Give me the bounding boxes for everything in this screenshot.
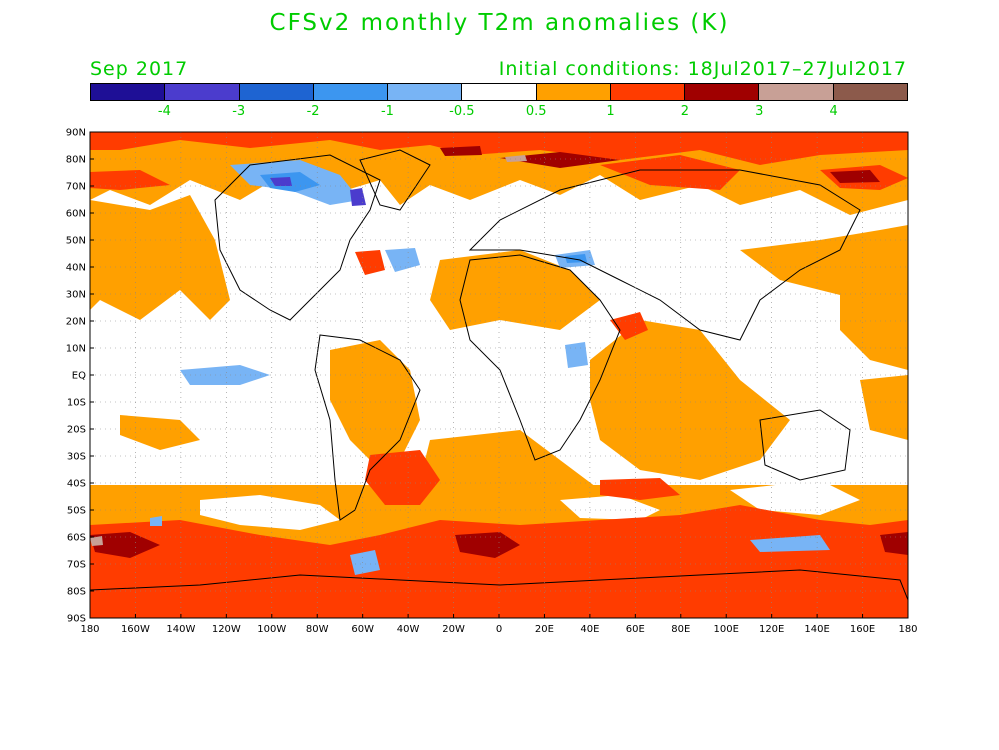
latitude-label: EQ — [72, 371, 86, 382]
latitude-label: 80N — [66, 155, 86, 166]
latitude-label: 90N — [66, 128, 86, 139]
latitude-label: 10N — [66, 344, 86, 355]
colorbar-segment — [91, 84, 166, 100]
colorbar-segment — [685, 84, 760, 100]
colorbar — [90, 83, 908, 101]
colorbar-segment — [462, 84, 537, 100]
colorbar-label: 0.5 — [525, 104, 547, 119]
initial-conditions: Initial conditions: 18Jul2017–27Jul2017 — [498, 58, 907, 80]
latitude-label: 90S — [67, 614, 86, 625]
colorbar-segment — [239, 84, 314, 100]
latitude-label: 40N — [66, 263, 86, 274]
latitude-label: 20S — [67, 425, 86, 436]
latitude-label: 40S — [67, 479, 86, 490]
longitude-label: 80W — [306, 624, 329, 635]
colorbar-label: -4 — [157, 104, 171, 119]
map-title: CFSv2 monthly T2m anomalies (K) — [269, 10, 730, 36]
anomaly-fill-1-2 — [90, 132, 908, 618]
colorbar-label: -2 — [306, 104, 320, 119]
colorbar-segment — [759, 84, 834, 100]
colorbar-label: 1 — [606, 104, 615, 119]
anomaly-fill-3-4 — [90, 155, 527, 546]
longitude-label: 40W — [397, 624, 420, 635]
longitude-label: 100E — [714, 624, 739, 635]
longitude-label: 100W — [257, 624, 286, 635]
latitude-label: 20N — [66, 317, 86, 328]
colorbar-label: 3 — [755, 104, 764, 119]
latitude-label: 70S — [67, 560, 86, 571]
longitude-label: 60E — [626, 624, 645, 635]
forecast-period: Sep 2017 — [90, 58, 189, 80]
longitude-label: 80E — [671, 624, 690, 635]
latitude-label: 70N — [66, 182, 86, 193]
longitude-label: 140W — [166, 624, 195, 635]
colorbar-segment — [833, 84, 907, 100]
longitude-axis: 180 160W 140W 120W 100W 80W 60W 40W 20W 0 20E 40E 60… — [80, 614, 918, 635]
colorbar-segment — [388, 84, 463, 100]
latitude-axis: 90N 80N 70N 60N 50N 40N 30N 20N 10N EQ 10S 20S 30S 40… — [66, 128, 94, 625]
longitude-label: 120W — [212, 624, 241, 635]
longitude-label: 40E — [580, 624, 599, 635]
colorbar-label: 4 — [829, 104, 838, 119]
longitude-label: 160W — [121, 624, 150, 635]
latitude-label: 80S — [67, 587, 86, 598]
latitude-label: 30N — [66, 290, 86, 301]
colorbar-label: -3 — [232, 104, 246, 119]
longitude-label: 60W — [351, 624, 374, 635]
colorbar-label: 2 — [680, 104, 690, 119]
colorbar-segment — [536, 84, 611, 100]
colorbar-label: -0.5 — [449, 104, 475, 119]
longitude-label: 140E — [804, 624, 829, 635]
colorbar-segment — [313, 84, 389, 100]
latitude-label: 30S — [67, 452, 86, 463]
anomaly-fill-cold — [150, 160, 830, 575]
coastlines — [90, 149, 908, 601]
longitude-label: 160E — [850, 624, 875, 635]
latitude-label: 60N — [66, 209, 86, 220]
anomaly-fill-2-3 — [90, 146, 908, 558]
latitude-label: 10S — [67, 398, 86, 409]
longitude-label: 180 — [80, 624, 99, 635]
longitude-label: 0 — [496, 624, 502, 635]
latitude-label: 60S — [67, 533, 86, 544]
colorbar-label: -1 — [380, 104, 394, 119]
longitude-label: 180 — [898, 624, 917, 635]
colorbar-segment — [165, 84, 240, 100]
colorbar-segment — [610, 84, 686, 100]
longitude-label: 20E — [535, 624, 554, 635]
latitude-label: 50S — [67, 506, 86, 517]
longitude-label: 120E — [759, 624, 784, 635]
grid-lines — [90, 132, 908, 618]
latitude-label: 50N — [66, 236, 86, 247]
longitude-label: 20W — [442, 624, 465, 635]
